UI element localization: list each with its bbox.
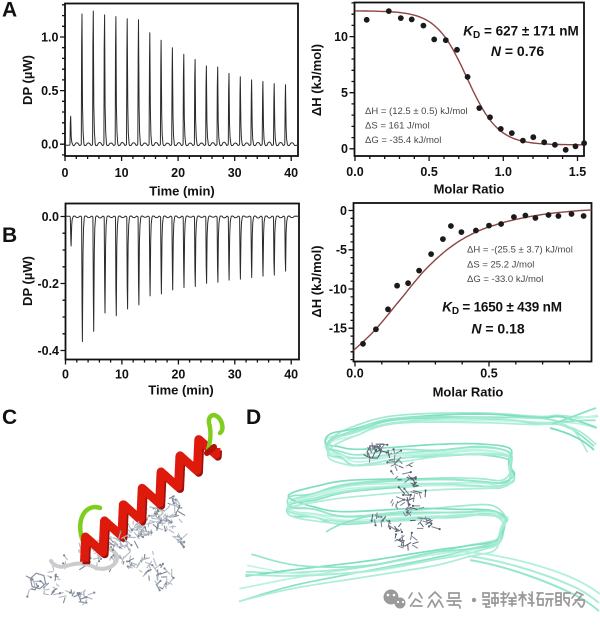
svg-text:10: 10	[115, 368, 129, 382]
svg-text:40: 40	[284, 368, 298, 382]
svg-text:0.5: 0.5	[41, 84, 58, 98]
svg-text:0.5: 0.5	[480, 367, 497, 381]
svg-text:20: 20	[171, 368, 185, 382]
svg-text:0: 0	[62, 166, 69, 180]
svg-text:0.0: 0.0	[346, 165, 363, 179]
svg-text:-0.2: -0.2	[37, 277, 59, 291]
svg-text:Time (min): Time (min)	[148, 383, 214, 398]
svg-text:ΔG = -35.4 kJ/mol: ΔG = -35.4 kJ/mol	[365, 135, 441, 146]
svg-text:ΔH (kJ/mol): ΔH (kJ/mol)	[309, 44, 324, 116]
svg-text:Molar Ratio: Molar Ratio	[434, 182, 505, 197]
svg-text:ΔS = 25.2 J/mol: ΔS = 25.2 J/mol	[467, 259, 534, 270]
svg-text:N = 0.18: N = 0.18	[471, 321, 525, 337]
svg-text:5: 5	[341, 86, 348, 100]
svg-text:KD = 627 ± 171 nM: KD = 627 ± 171 nM	[463, 24, 579, 42]
svg-text:20: 20	[171, 166, 185, 180]
svg-text:0.0: 0.0	[42, 210, 59, 224]
svg-text:DP (µW): DP (µW)	[20, 55, 35, 105]
svg-text:0: 0	[341, 142, 348, 156]
svg-text:-10: -10	[329, 282, 347, 296]
svg-text:Molar Ratio: Molar Ratio	[433, 385, 504, 400]
svg-text:0.5: 0.5	[420, 165, 437, 179]
svg-text:1.0: 1.0	[495, 165, 512, 179]
svg-text:-5: -5	[336, 243, 347, 257]
svg-text:30: 30	[228, 368, 242, 382]
svg-text:ΔG = -33.0 kJ/mol: ΔG = -33.0 kJ/mol	[467, 274, 543, 285]
svg-text:DP (µW): DP (µW)	[20, 256, 35, 306]
svg-text:ΔS = 161 J/mol: ΔS = 161 J/mol	[365, 121, 430, 132]
svg-text:B: B	[2, 224, 17, 247]
svg-text:0: 0	[340, 204, 347, 218]
svg-text:ΔH (kJ/mol): ΔH (kJ/mol)	[309, 245, 324, 317]
svg-text:A: A	[2, 0, 17, 22]
svg-text:1.0: 1.0	[41, 30, 58, 44]
svg-text:0.0: 0.0	[346, 367, 363, 381]
svg-text:0.0: 0.0	[41, 138, 58, 152]
svg-text:ΔH = (12.5 ± 0.5) kJ/mol: ΔH = (12.5 ± 0.5) kJ/mol	[365, 106, 468, 117]
svg-text:10: 10	[334, 30, 348, 44]
svg-text:ΔH = -(25.5 ± 3.7) kJ/mol: ΔH = -(25.5 ± 3.7) kJ/mol	[467, 245, 573, 256]
svg-text:C: C	[2, 406, 17, 429]
svg-text:10: 10	[115, 166, 129, 180]
svg-text:1.5: 1.5	[569, 165, 586, 179]
svg-text:40: 40	[284, 166, 298, 180]
svg-text:N = 0.76: N = 0.76	[491, 43, 545, 59]
svg-text:0: 0	[62, 368, 69, 382]
svg-text:Time (min): Time (min)	[149, 184, 215, 199]
svg-text:-0.4: -0.4	[37, 344, 59, 358]
svg-text:30: 30	[228, 166, 242, 180]
svg-text:KD = 1650 ± 439 nM: KD = 1650 ± 439 nM	[442, 300, 562, 318]
svg-text:-15: -15	[329, 322, 347, 336]
svg-text:D: D	[246, 406, 261, 429]
